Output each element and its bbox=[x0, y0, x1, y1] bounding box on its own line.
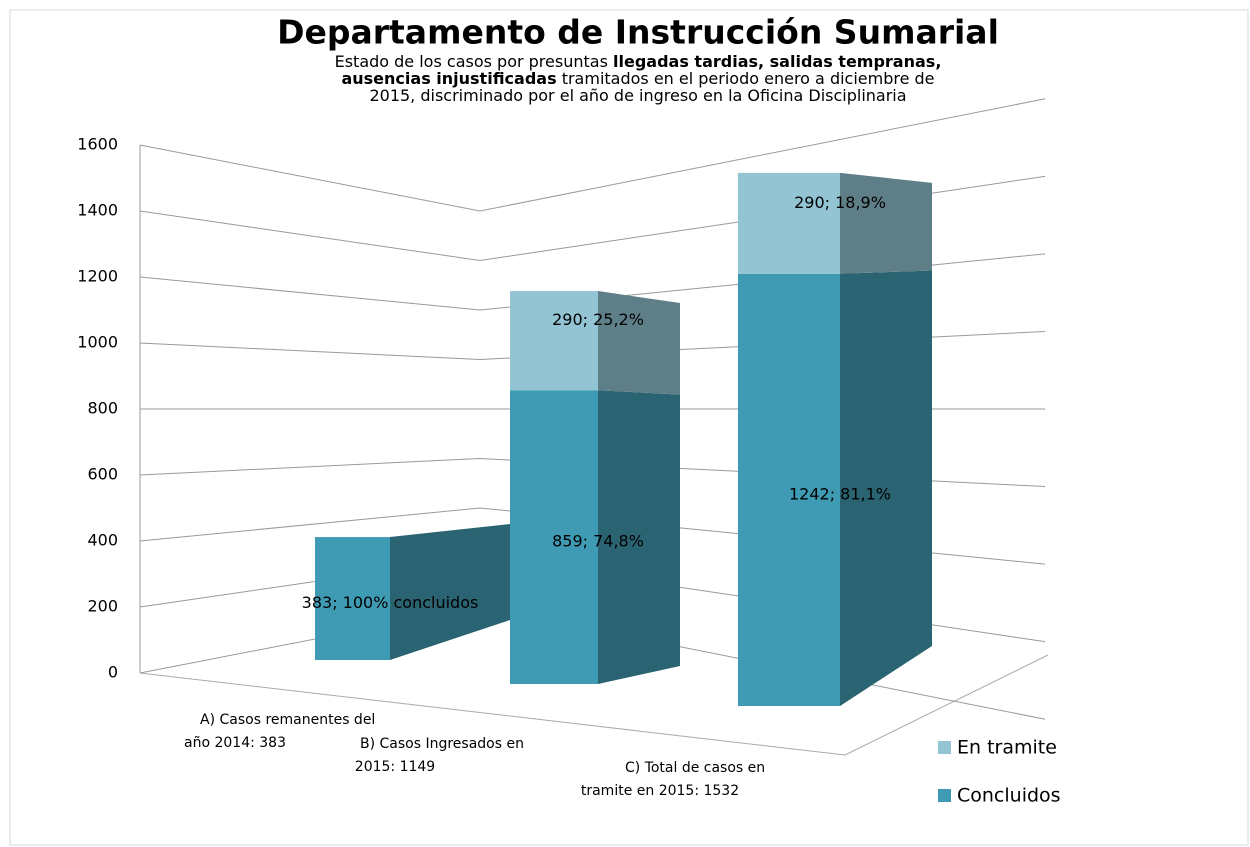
bar-side bbox=[598, 291, 680, 395]
floor-edge bbox=[139, 672, 846, 756]
subtitle-segment: llegadas tardias, salidas tempranas, bbox=[613, 52, 941, 71]
bar-side bbox=[840, 172, 932, 274]
bar bbox=[738, 172, 840, 274]
legend-swatch bbox=[938, 741, 951, 754]
bar-side bbox=[390, 524, 510, 660]
bar-side bbox=[840, 270, 932, 706]
data-label: 383; 100% concluidos bbox=[302, 593, 479, 612]
bar bbox=[510, 390, 598, 684]
floor-edge bbox=[844, 654, 1049, 756]
subtitle-segment: tramitados en el periodo enero a diciemb… bbox=[557, 69, 935, 88]
legend-label: En tramite bbox=[957, 737, 1057, 759]
bar bbox=[510, 291, 598, 391]
y-tick-label: 200 bbox=[87, 597, 118, 616]
subtitle-segment: 2015, discriminado por el año de ingreso… bbox=[369, 86, 906, 105]
bar bbox=[738, 273, 840, 706]
subtitle-segment: Estado de los casos por presuntas bbox=[335, 52, 613, 71]
bar bbox=[315, 537, 390, 660]
y-tick-label: 1600 bbox=[77, 135, 118, 154]
x-tick-label: B) Casos Ingresados en bbox=[360, 736, 524, 752]
subtitle-line: ausencias injustificadas tramitados en e… bbox=[341, 69, 934, 88]
subtitle-line: Estado de los casos por presuntas llegad… bbox=[335, 52, 942, 71]
y-tick-label: 1400 bbox=[77, 201, 118, 220]
legend-label: Concluidos bbox=[957, 785, 1061, 807]
y-tick-label: 400 bbox=[87, 531, 118, 550]
grid-line bbox=[139, 98, 1046, 212]
chart-title: Departamento de Instrucción Sumarial bbox=[277, 13, 999, 52]
data-label: 859; 74,8% bbox=[552, 532, 644, 551]
x-tick-label: A) Casos remanentes del bbox=[200, 712, 375, 728]
subtitle-segment: ausencias injustificadas bbox=[341, 69, 556, 88]
x-tick-label: año 2014: 383 bbox=[184, 735, 286, 751]
y-tick-label: 1200 bbox=[77, 267, 118, 286]
subtitle-line: 2015, discriminado por el año de ingreso… bbox=[369, 86, 906, 105]
data-label: 290; 25,2% bbox=[552, 310, 644, 329]
x-tick-label: C) Total de casos en bbox=[625, 760, 765, 776]
y-tick-label: 800 bbox=[87, 399, 118, 418]
y-tick-label: 0 bbox=[108, 663, 118, 682]
data-label: 1242; 81,1% bbox=[789, 484, 891, 503]
x-tick-label: 2015: 1149 bbox=[355, 759, 435, 775]
data-label: 290; 18,9% bbox=[794, 193, 886, 212]
bar-side bbox=[598, 390, 680, 684]
y-tick-label: 1000 bbox=[77, 333, 118, 352]
x-tick-label: tramite en 2015: 1532 bbox=[581, 783, 739, 799]
legend-swatch bbox=[938, 789, 951, 802]
y-tick-label: 600 bbox=[87, 465, 118, 484]
